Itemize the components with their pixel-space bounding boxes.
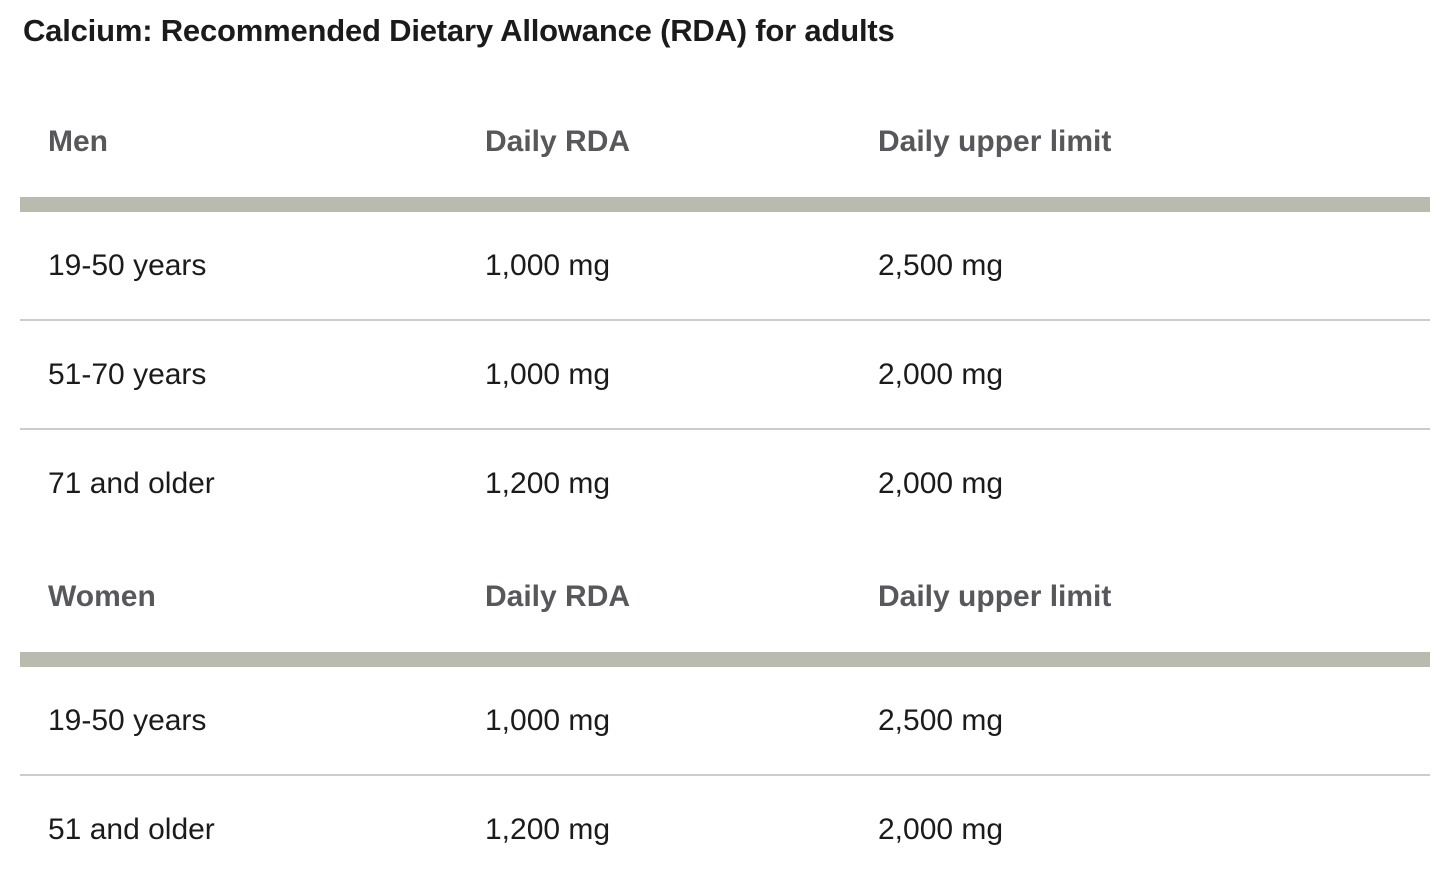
table-row: 19-50 years 1,000 mg 2,500 mg bbox=[20, 205, 1430, 321]
group-header-women: Women bbox=[20, 537, 485, 667]
daily-upper-limit-cell: 2,500 mg bbox=[878, 249, 1004, 282]
page-title: Calcium: Recommended Dietary Allowance (… bbox=[23, 13, 895, 48]
daily-upper-limit-cell: 2,000 mg bbox=[878, 319, 1430, 429]
daily-rda-cell: 1,200 mg bbox=[485, 774, 878, 883]
age-cell: 19-50 years bbox=[48, 249, 207, 282]
column-header-daily-upper-limit: Daily upper limit bbox=[878, 48, 1430, 212]
table-row: 19-50 years 1,000 mg 2,500 mg bbox=[20, 660, 1430, 776]
age-cell: 51-70 years bbox=[20, 319, 485, 429]
men-section: Men Daily RDA Daily upper limit 19-50 ye… bbox=[20, 48, 1430, 537]
women-header-row: Women Daily RDA Daily upper limit bbox=[20, 537, 1430, 667]
age-cell: 71 and older bbox=[20, 428, 485, 537]
daily-rda-cell: 1,200 mg bbox=[485, 428, 878, 537]
daily-upper-limit-cell: 2,000 mg bbox=[878, 774, 1430, 883]
age-cell: 19-50 years bbox=[48, 704, 207, 737]
column-header-daily-upper-limit: Daily upper limit bbox=[878, 537, 1430, 667]
daily-upper-limit-cell: 2,000 mg bbox=[878, 428, 1430, 537]
column-header-daily-rda: Daily RDA bbox=[485, 48, 878, 212]
table-row: 71 and older 1,200 mg 2,000 mg bbox=[20, 428, 1430, 537]
table-row: 51-70 years 1,000 mg 2,000 mg bbox=[20, 319, 1430, 429]
calcium-rda-table: Men Daily RDA Daily upper limit 19-50 ye… bbox=[20, 48, 1430, 883]
daily-rda-cell: 1,000 mg bbox=[485, 249, 611, 282]
daily-rda-cell: 1,000 mg bbox=[485, 704, 611, 737]
group-header-men: Men bbox=[20, 48, 485, 212]
men-header-row: Men Daily RDA Daily upper limit bbox=[20, 48, 1430, 212]
women-section: Women Daily RDA Daily upper limit 19-50 … bbox=[20, 537, 1430, 883]
age-cell: 51 and older bbox=[20, 774, 485, 883]
column-header-daily-rda: Daily RDA bbox=[485, 537, 878, 667]
daily-rda-cell: 1,000 mg bbox=[485, 319, 878, 429]
daily-upper-limit-cell: 2,500 mg bbox=[878, 704, 1004, 737]
table-row: 51 and older 1,200 mg 2,000 mg bbox=[20, 774, 1430, 883]
